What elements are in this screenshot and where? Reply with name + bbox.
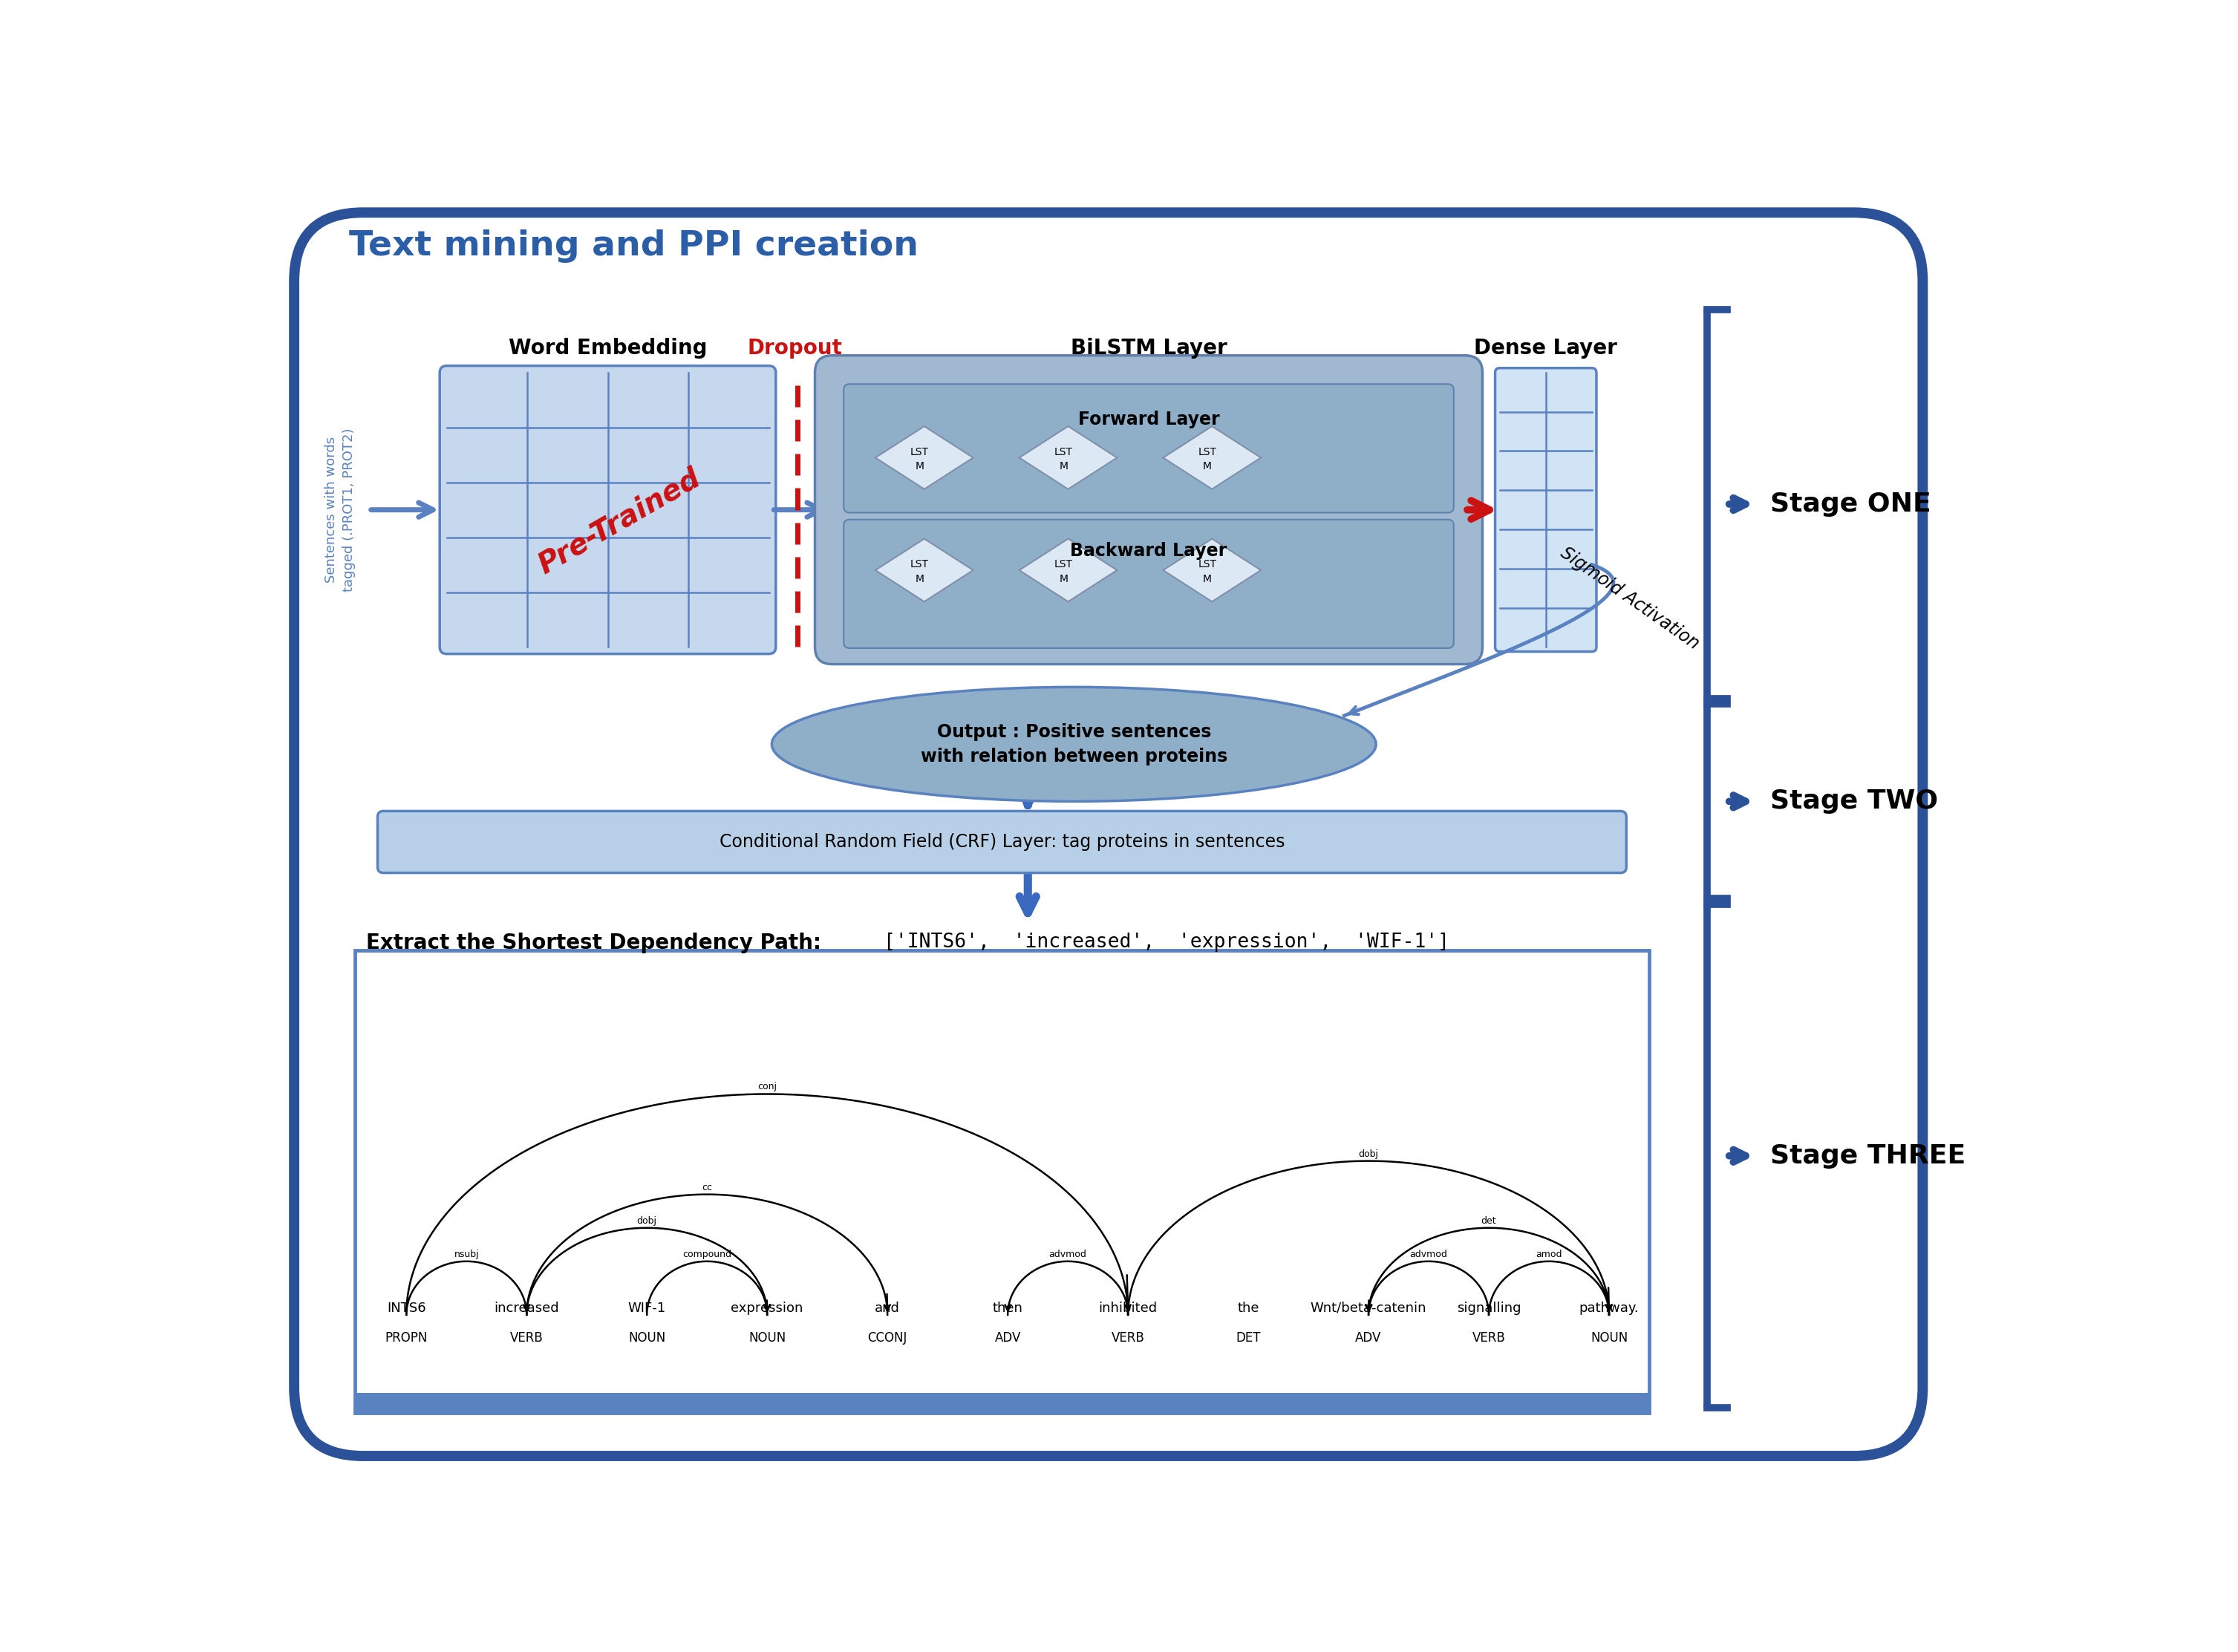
Polygon shape: [1164, 539, 1260, 601]
Text: Backward Layer: Backward Layer: [1070, 542, 1226, 560]
FancyBboxPatch shape: [439, 365, 777, 654]
Text: LST: LST: [1197, 560, 1217, 570]
Text: cc: cc: [703, 1183, 712, 1193]
Text: Stage THREE: Stage THREE: [1770, 1143, 1965, 1168]
Text: CCONJ: CCONJ: [868, 1332, 906, 1345]
Text: nsubj: nsubj: [454, 1249, 479, 1259]
Text: increased: increased: [495, 1302, 560, 1315]
Text: dobj: dobj: [638, 1216, 658, 1226]
Text: then: then: [991, 1302, 1023, 1315]
Text: ADV: ADV: [994, 1332, 1021, 1345]
FancyBboxPatch shape: [1495, 368, 1596, 651]
Text: M: M: [1204, 461, 1211, 471]
Text: the: the: [1238, 1302, 1260, 1315]
Polygon shape: [1018, 539, 1117, 601]
Text: dobj: dobj: [1358, 1150, 1379, 1158]
Text: ['INTS6',  'increased',  'expression',  'WIF-1']: ['INTS6', 'increased', 'expression', 'WI…: [884, 933, 1450, 952]
Text: VERB: VERB: [510, 1332, 544, 1345]
Polygon shape: [1164, 426, 1260, 489]
Text: LST: LST: [911, 560, 929, 570]
Text: VERB: VERB: [1473, 1332, 1506, 1345]
Text: LST: LST: [1054, 446, 1072, 458]
Text: Stage ONE: Stage ONE: [1770, 492, 1931, 517]
Text: Output : Positive sentences
with relation between proteins: Output : Positive sentences with relatio…: [920, 724, 1226, 765]
Text: signalling: signalling: [1457, 1302, 1522, 1315]
Text: Dropout: Dropout: [747, 337, 841, 358]
Text: ADV: ADV: [1356, 1332, 1381, 1345]
Text: DET: DET: [1235, 1332, 1260, 1345]
Bar: [354, 1393, 1649, 1412]
FancyBboxPatch shape: [844, 383, 1455, 512]
Text: Word Embedding: Word Embedding: [508, 337, 707, 358]
Text: Stage TWO: Stage TWO: [1770, 788, 1938, 814]
Text: expression: expression: [732, 1302, 803, 1315]
Text: and: and: [875, 1302, 900, 1315]
Text: Forward Layer: Forward Layer: [1079, 410, 1220, 428]
FancyBboxPatch shape: [293, 213, 1922, 1455]
Polygon shape: [875, 539, 974, 601]
Text: advmod: advmod: [1050, 1249, 1088, 1259]
Text: advmod: advmod: [1410, 1249, 1448, 1259]
Text: Wnt/beta-catenin: Wnt/beta-catenin: [1311, 1302, 1426, 1315]
Text: Pre-Trained: Pre-Trained: [533, 463, 705, 580]
Polygon shape: [875, 426, 974, 489]
Text: inhibited: inhibited: [1099, 1302, 1157, 1315]
Text: NOUN: NOUN: [629, 1332, 665, 1345]
Text: VERB: VERB: [1112, 1332, 1144, 1345]
Text: M: M: [1204, 573, 1211, 583]
Text: M: M: [915, 573, 924, 583]
Polygon shape: [1018, 426, 1117, 489]
Text: NOUN: NOUN: [1591, 1332, 1627, 1345]
Text: BiLSTM Layer: BiLSTM Layer: [1070, 337, 1226, 358]
Text: Extract the Shortest Dependency Path:: Extract the Shortest Dependency Path:: [367, 933, 821, 953]
FancyBboxPatch shape: [378, 811, 1627, 872]
Text: M: M: [915, 461, 924, 471]
Text: det: det: [1482, 1216, 1497, 1226]
Text: M: M: [1059, 461, 1068, 471]
Text: pathway.: pathway.: [1580, 1302, 1638, 1315]
Text: amod: amod: [1535, 1249, 1562, 1259]
Text: WIF-1: WIF-1: [629, 1302, 667, 1315]
Text: PROPN: PROPN: [385, 1332, 427, 1345]
Text: LST: LST: [911, 446, 929, 458]
Text: compound: compound: [683, 1249, 732, 1259]
Text: INTS6: INTS6: [387, 1302, 425, 1315]
FancyBboxPatch shape: [815, 355, 1482, 664]
Text: Sigmoid Activation: Sigmoid Activation: [1558, 544, 1703, 653]
Text: LST: LST: [1054, 560, 1072, 570]
Text: conj: conj: [756, 1082, 777, 1092]
Text: M: M: [1059, 573, 1068, 583]
FancyBboxPatch shape: [354, 950, 1649, 1412]
Text: NOUN: NOUN: [747, 1332, 786, 1345]
Text: LST: LST: [1197, 446, 1217, 458]
Text: Conditional Random Field (CRF) Layer: tag proteins in sentences: Conditional Random Field (CRF) Layer: ta…: [718, 833, 1285, 851]
Text: Dense Layer: Dense Layer: [1475, 337, 1618, 358]
Text: Sentences with words
tagged (.PROT1, PROT2): Sentences with words tagged (.PROT1, PRO…: [325, 428, 356, 591]
Ellipse shape: [772, 687, 1376, 801]
FancyBboxPatch shape: [844, 519, 1455, 648]
Text: Text mining and PPI creation: Text mining and PPI creation: [349, 230, 918, 263]
